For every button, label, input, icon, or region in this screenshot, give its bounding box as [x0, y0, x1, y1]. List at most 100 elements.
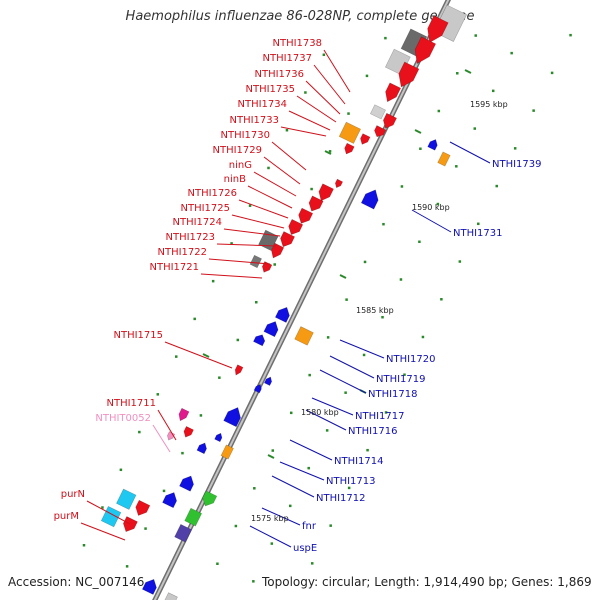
label-connector-line: [296, 95, 337, 123]
gene-arrow: [167, 431, 176, 441]
scale-dot: [328, 150, 332, 153]
gene-arrow: [223, 407, 241, 428]
label-connector-line: [86, 500, 131, 525]
gene-arrow: [414, 36, 437, 65]
gene-label-right: uspE: [293, 543, 317, 554]
gene-block-body: [116, 488, 137, 510]
scale-dot: [236, 338, 240, 342]
gene-arrow: [383, 112, 397, 129]
gene-arrow-body: [398, 61, 420, 88]
scale-dot: [384, 411, 388, 414]
gene-arrow: [280, 231, 296, 248]
scale-dot: [344, 391, 347, 394]
gene-arrow-body: [183, 426, 194, 438]
kbp-tick-mark: [414, 129, 422, 134]
gene-arrow: [253, 334, 266, 347]
gene-arrow: [135, 499, 151, 516]
scale-dot: [403, 373, 406, 376]
gene-block-body: [369, 104, 386, 120]
gene-arrow-body: [271, 242, 285, 259]
scale-dot: [267, 166, 270, 170]
gene-label-left: NTHI1737: [262, 53, 312, 64]
gene-block: [369, 104, 386, 120]
label-connector-line: [305, 80, 341, 115]
gene-block: [184, 507, 203, 527]
gene-labels: NTHI1738 NTHI1737 NTHI1736 NTHI1735 NTHI1734…: [54, 38, 542, 554]
gene-arrow-body: [383, 112, 397, 129]
gene-label-right: NTHI1714: [334, 456, 384, 467]
scale-dot: [211, 279, 215, 283]
gene-arrow: [374, 125, 387, 138]
scale-dot: [289, 411, 293, 415]
scale-dot: [218, 376, 221, 379]
gene-label-right: NTHI1718: [368, 389, 418, 400]
gene-label-left: purN: [61, 489, 85, 500]
gene-arrow: [141, 578, 157, 595]
gene-arrow: [263, 376, 272, 386]
scale-dot: [271, 449, 275, 452]
gene-arrow: [263, 321, 279, 338]
map-title: Haemophilus influenzae 86-028NP, complet…: [125, 9, 475, 24]
scale-dot: [495, 184, 498, 188]
gene-label-right: NTHI1719: [376, 374, 426, 385]
gene-arrow-body: [263, 321, 279, 338]
gene-block: [220, 444, 234, 460]
label-connector-line: [247, 185, 293, 209]
scale-dot: [365, 74, 369, 78]
scale-dot: [513, 147, 517, 150]
label-connector-line: [164, 341, 233, 369]
scale-dot: [138, 430, 141, 434]
kbp-tick-mark: [339, 274, 347, 279]
scale-dot: [255, 300, 258, 304]
kbp-tick-mark: [202, 353, 210, 358]
scale-dot: [234, 524, 238, 528]
scale-dot: [421, 335, 425, 339]
gene-arrow-body: [385, 82, 402, 103]
gene-arrow-body: [162, 492, 177, 509]
gene-arrow: [360, 189, 379, 210]
kbp-tick-label: 1585 kbp: [356, 306, 394, 315]
label-connector-line: [411, 209, 452, 233]
scale-dot: [347, 486, 351, 490]
scale-dot: [437, 109, 441, 113]
gene-arrow: [288, 218, 304, 235]
scale-dot: [473, 127, 477, 130]
gene-block-body: [338, 121, 361, 144]
label-connector-line: [311, 397, 354, 416]
kbp-tick-label: 1580 kbp: [301, 408, 339, 417]
label-connectors: [80, 49, 491, 548]
scale-dot: [82, 543, 86, 547]
scale-dot: [362, 353, 366, 357]
gene-label-left: ninG: [229, 160, 252, 171]
gene-label-right: NTHI1731: [453, 228, 503, 239]
gene-arrow-body: [427, 139, 438, 151]
scale-dot: [347, 112, 350, 115]
scale-dot: [326, 336, 330, 339]
scale-dot: [119, 468, 123, 472]
scale-dot: [400, 185, 404, 188]
kbp-tick-mark: [464, 69, 472, 74]
backbone-outer-line: [152, 0, 452, 600]
scale-dot: [345, 298, 348, 301]
gene-arrow-body: [135, 499, 151, 516]
scale-dot: [440, 298, 443, 301]
gene-arrow-body: [274, 306, 290, 323]
scale-dot: [181, 451, 184, 455]
label-connector-line: [305, 409, 347, 431]
scale-dot: [230, 242, 233, 245]
gene-block: [100, 505, 122, 528]
scale-dot: [304, 91, 307, 94]
gene-label-left: NTHI1736: [254, 69, 304, 80]
label-connector-line: [323, 49, 351, 93]
gene-arrow-body: [334, 178, 344, 189]
gene-arrow: [427, 15, 449, 44]
gene-label-left: ninB: [224, 174, 246, 185]
gene-arrow-body: [360, 189, 379, 210]
gene-block: [174, 523, 192, 543]
backbone-inner-line: [153, 0, 450, 600]
gene-arrow-body: [202, 490, 218, 507]
gene-arrow-body: [123, 516, 138, 533]
gene-arrow: [398, 61, 420, 88]
kbp-tick-mark: [324, 150, 332, 155]
gene-arrow: [179, 475, 194, 492]
